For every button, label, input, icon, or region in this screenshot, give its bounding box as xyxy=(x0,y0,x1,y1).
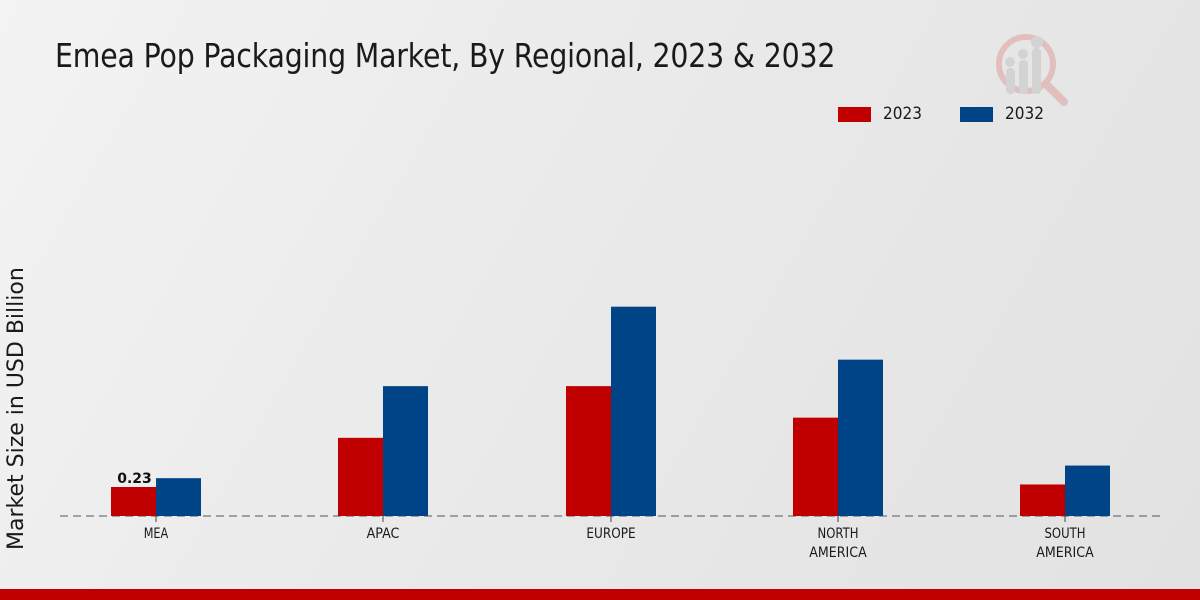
bar-south-america-2032 xyxy=(1065,465,1110,516)
legend-swatch-2023 xyxy=(838,106,871,122)
legend-label-2023: 2023 xyxy=(883,104,922,124)
bar-europe-2023 xyxy=(566,386,611,516)
legend-swatch-2032 xyxy=(960,106,994,122)
x-tick-label: AMERICA xyxy=(809,545,867,561)
bar-apac-2023 xyxy=(338,437,383,516)
data-label: 0.23 xyxy=(117,471,152,487)
legend-item-2023: 2023 xyxy=(838,104,926,124)
x-tick-label: EUROPE xyxy=(586,526,635,542)
legend-item-2032: 2032 xyxy=(960,104,1048,124)
bar-mea-2023 xyxy=(111,487,156,516)
bar-south-america-2023 xyxy=(1020,484,1065,516)
x-tick-label: NORTH xyxy=(818,526,859,542)
bar-mea-2032 xyxy=(156,478,201,516)
chart-title: Emea Pop Packaging Market, By Regional, … xyxy=(55,36,836,75)
bar-europe-2032 xyxy=(611,306,656,516)
x-tick-label: MEA xyxy=(144,526,169,542)
bottom-accent-bar xyxy=(0,589,1200,600)
x-tick-label: AMERICA xyxy=(1036,545,1094,561)
x-tick-label: SOUTH xyxy=(1045,526,1086,542)
magnifier-chart-logo-icon xyxy=(996,34,1068,106)
bar-north-america-2032 xyxy=(838,359,883,516)
bar-north-america-2023 xyxy=(793,417,838,516)
legend-label-2032: 2032 xyxy=(1005,104,1045,124)
legend: 2023 2032 xyxy=(838,104,1083,124)
bar-apac-2032 xyxy=(383,386,428,516)
x-tick-label: APAC xyxy=(367,526,400,542)
